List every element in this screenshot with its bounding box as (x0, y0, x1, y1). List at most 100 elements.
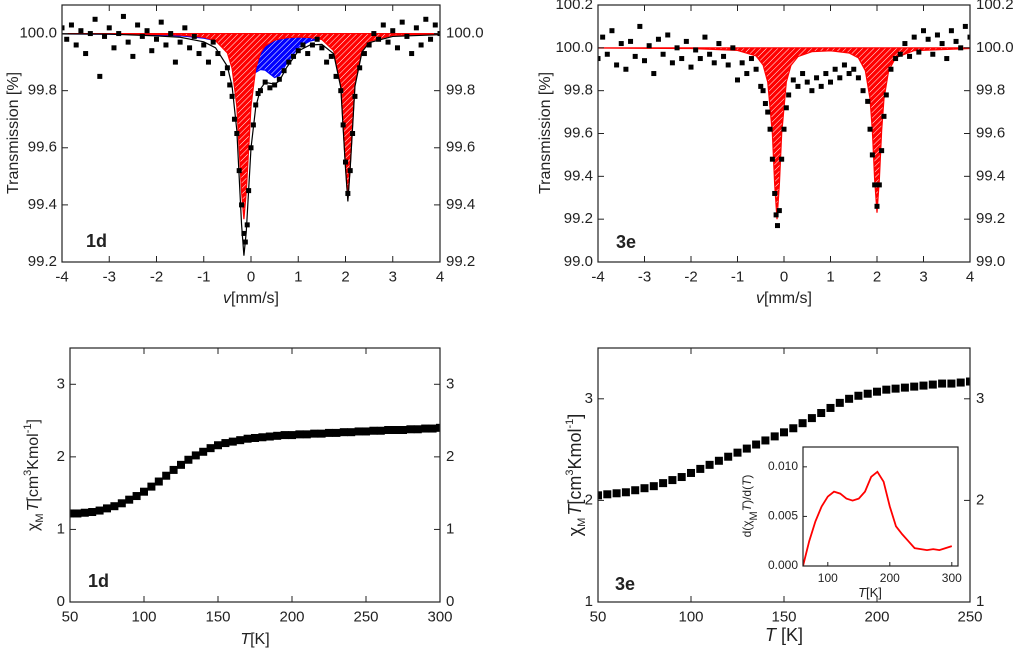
y-label-part: Kmol (565, 429, 585, 470)
data-point (646, 43, 652, 49)
y-tick-label: 100.0 (19, 25, 57, 42)
y-axis-label: χMT[cm3Kmol-1] (564, 414, 588, 537)
y-label-part: M (34, 513, 46, 522)
data-point (103, 504, 111, 513)
data-point (169, 465, 178, 474)
data-point (399, 426, 407, 435)
data-point (73, 509, 82, 518)
y2-tick-label: 100.0 (976, 39, 1014, 56)
x-tick-label: -1 (197, 269, 210, 286)
x-label-unit: [mm/s] (231, 290, 279, 307)
y-label-part: T (25, 500, 42, 511)
data-point (371, 31, 377, 37)
data-point (769, 156, 775, 162)
data-point (873, 387, 881, 396)
data-point (817, 409, 826, 418)
y-label-part: T (740, 477, 754, 486)
y-tick-label: 2 (585, 491, 593, 508)
data-point (823, 71, 829, 77)
data-point (376, 426, 385, 435)
data-point (177, 39, 183, 45)
y-label-part: [cm (565, 476, 585, 505)
data-point (428, 424, 437, 433)
data-point (201, 42, 207, 48)
x-tick-label: 150 (771, 609, 796, 626)
data-point (102, 33, 108, 39)
x-tick-label: 100 (818, 571, 838, 585)
x-tick-label: -4 (55, 269, 68, 286)
y-tick-label: 1 (57, 520, 65, 537)
data-point (900, 383, 909, 392)
y-label-part: )/d( (740, 486, 754, 504)
data-point (73, 42, 79, 48)
data-point (231, 116, 237, 122)
x-tick-label: 4 (436, 269, 444, 286)
data-point (227, 82, 233, 88)
y-label-part: ] (565, 414, 585, 419)
data-point (302, 430, 311, 439)
data-point (928, 380, 937, 389)
data-point (807, 414, 816, 423)
data-point (930, 51, 936, 57)
data-point (325, 428, 333, 437)
data-point (855, 75, 861, 81)
data-point (432, 22, 438, 28)
data-point (925, 36, 931, 42)
data-point (773, 212, 779, 218)
data-point (774, 223, 780, 229)
data-point (366, 42, 372, 48)
plots: -4 -3 -2 -1 0 1 2 3 499.299.499.699.8100.099.299… (19, 0, 1013, 626)
data-point (95, 506, 104, 515)
data-point (154, 477, 163, 486)
y-tick-label: 0.000 (768, 558, 798, 572)
data-point (688, 64, 694, 70)
data-layer (598, 23, 970, 229)
x-tick-label: 100 (131, 609, 156, 626)
data-point (314, 36, 320, 42)
y-tick-label: 0.005 (768, 509, 798, 523)
x-axis-label: v[mm/s] (756, 290, 812, 307)
data-point (687, 468, 695, 477)
x-tick-label: 4 (966, 269, 974, 286)
data-point (317, 429, 326, 438)
data-point (236, 436, 245, 445)
data-point (640, 484, 649, 493)
data-point (881, 113, 887, 119)
data-point (347, 168, 353, 174)
data-point (332, 428, 341, 437)
data-point (776, 208, 782, 214)
y2-tick-label: 2 (446, 448, 454, 465)
data-point (735, 77, 740, 83)
y-tick-label: 99.8 (564, 82, 593, 99)
data-point (352, 93, 358, 99)
data-layer (803, 470, 953, 566)
y-tick-label: 99.0 (564, 253, 593, 270)
y2-tick-label: 3 (976, 390, 984, 407)
data-layer (598, 377, 970, 500)
y-label-part: -1 (22, 423, 34, 433)
data-point (191, 451, 200, 460)
chart: -4 -3 -2 -1 0 1 2 3 499.099.299.499.699.8100.010… (555, 0, 1013, 286)
x-label-unit: [K] (250, 631, 270, 648)
data-point (253, 102, 259, 108)
fit-line (62, 33, 440, 256)
data-point (149, 48, 155, 54)
data-point (860, 88, 866, 94)
data-point (78, 28, 84, 34)
data-point (210, 39, 216, 45)
data-point (80, 508, 89, 517)
data-point (246, 188, 252, 194)
x-tick-label: 50 (62, 609, 79, 626)
data-point (140, 487, 148, 496)
inset-x-label: T[K] (858, 585, 882, 600)
data-point (660, 51, 666, 57)
data-point (309, 42, 315, 48)
data-point (642, 58, 647, 64)
data-point (162, 471, 171, 480)
data-point (224, 65, 230, 71)
data-point (357, 65, 363, 71)
y2-tick-label: 99.6 (446, 139, 475, 156)
data-point (62, 25, 65, 31)
data-point (262, 79, 268, 85)
data-point (436, 423, 440, 432)
